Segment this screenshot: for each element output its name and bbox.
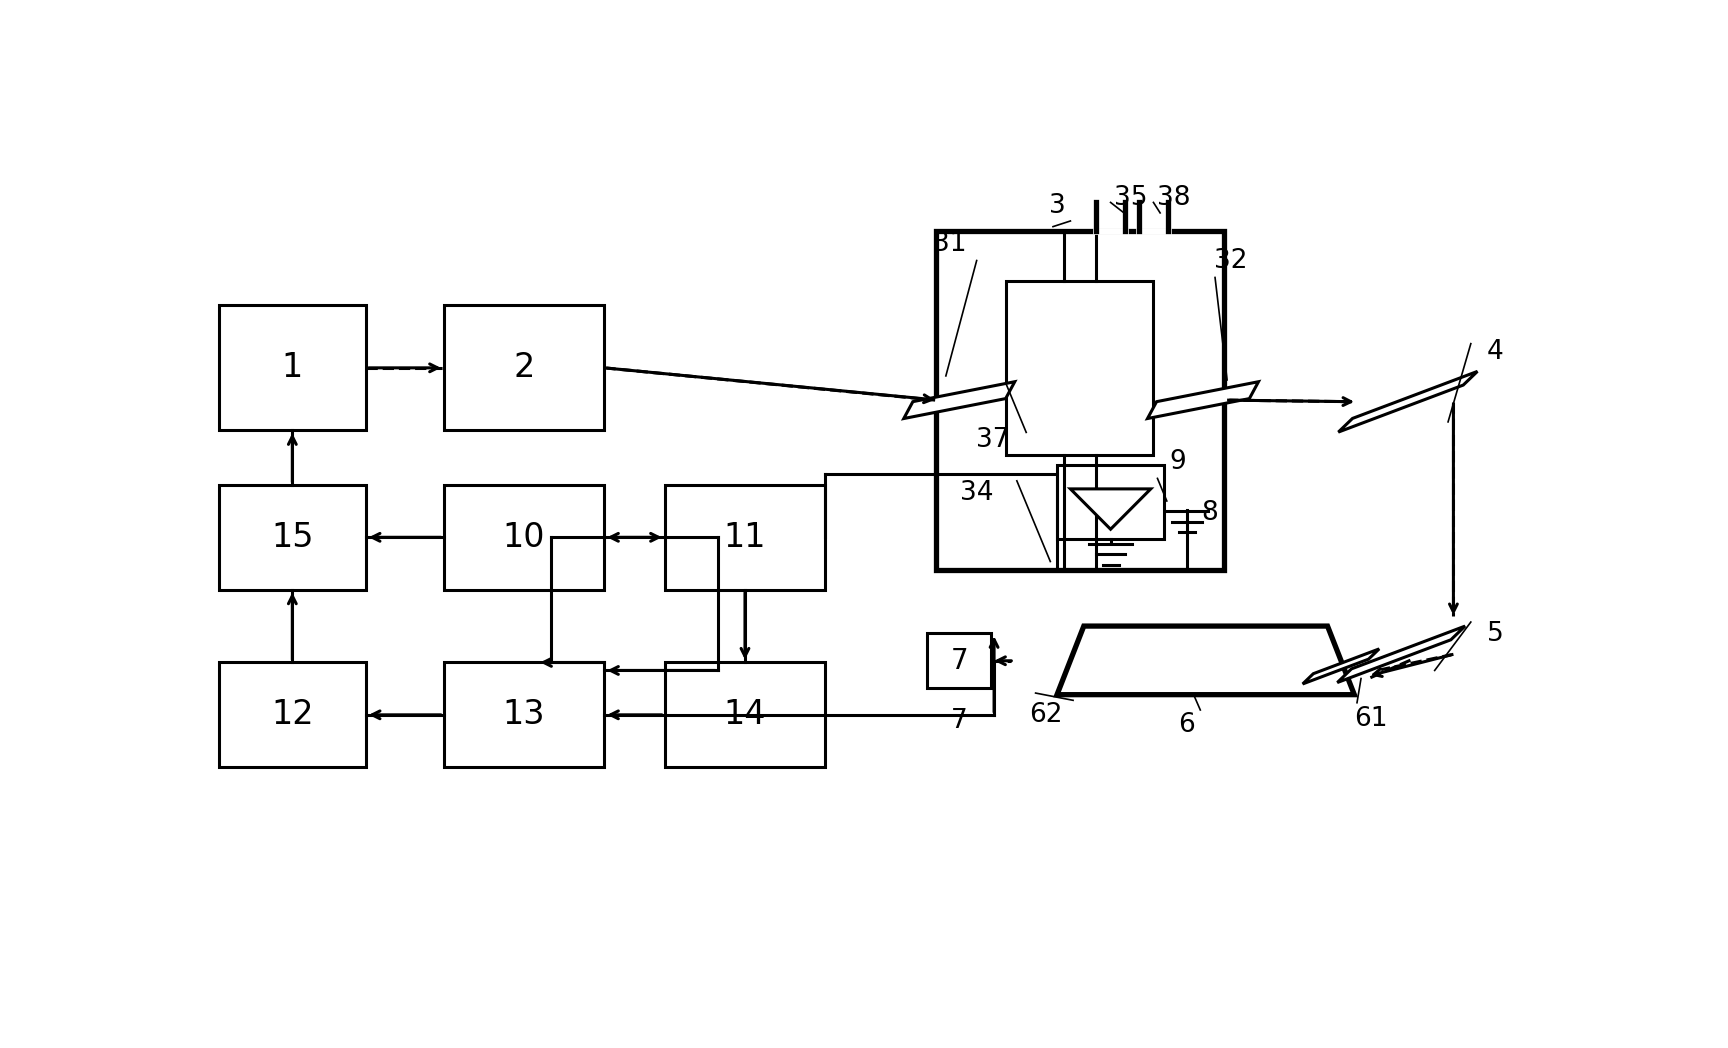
Bar xyxy=(937,231,1223,570)
Polygon shape xyxy=(1337,626,1465,682)
Text: 8: 8 xyxy=(1201,500,1218,526)
Text: 7: 7 xyxy=(950,708,968,735)
Text: 6: 6 xyxy=(1178,712,1196,738)
Bar xyxy=(665,662,826,767)
Polygon shape xyxy=(1070,488,1151,529)
Text: 4: 4 xyxy=(1486,339,1503,365)
Text: 2: 2 xyxy=(513,351,534,385)
Bar xyxy=(1006,281,1153,455)
Polygon shape xyxy=(1058,626,1355,695)
Text: 9: 9 xyxy=(1170,450,1185,475)
Bar xyxy=(219,305,366,431)
Polygon shape xyxy=(904,381,1014,418)
Text: 5: 5 xyxy=(1486,621,1503,648)
Text: 12: 12 xyxy=(271,698,314,732)
Bar xyxy=(928,633,992,689)
Text: 61: 61 xyxy=(1353,706,1388,732)
Polygon shape xyxy=(1147,381,1258,418)
Text: 34: 34 xyxy=(961,480,994,506)
Text: 10: 10 xyxy=(503,521,546,553)
Text: 13: 13 xyxy=(503,698,546,732)
Bar xyxy=(219,662,366,767)
Text: 3: 3 xyxy=(1049,194,1066,219)
Text: 11: 11 xyxy=(724,521,766,553)
Bar xyxy=(444,662,605,767)
Text: 62: 62 xyxy=(1030,702,1063,728)
Bar xyxy=(444,485,605,590)
Text: 7: 7 xyxy=(950,647,968,675)
Bar xyxy=(665,485,826,590)
Bar xyxy=(444,305,605,431)
Polygon shape xyxy=(1303,649,1379,684)
Bar xyxy=(219,485,366,590)
Text: 37: 37 xyxy=(976,428,1009,454)
Text: 14: 14 xyxy=(724,698,766,732)
Bar xyxy=(1058,465,1165,539)
Text: 1: 1 xyxy=(282,351,302,385)
Polygon shape xyxy=(1337,371,1477,432)
Text: 15: 15 xyxy=(271,521,313,553)
Text: 32: 32 xyxy=(1215,248,1248,275)
Text: 35: 35 xyxy=(1115,185,1147,212)
Text: 38: 38 xyxy=(1156,185,1191,212)
Text: 31: 31 xyxy=(933,232,966,258)
